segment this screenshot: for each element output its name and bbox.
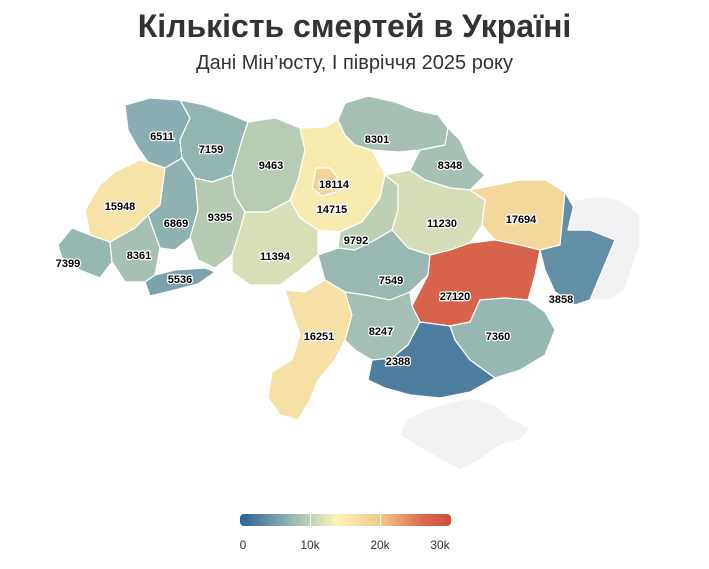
region-value-chernihiv: 8301 — [365, 134, 389, 146]
region-value-kyiv-oblast: 14715 — [317, 204, 348, 216]
region-value-ternopil: 6869 — [164, 218, 188, 230]
color-scale-bar — [240, 514, 451, 526]
region-value-odesa: 16251 — [304, 331, 335, 343]
region-value-kherson: 2388 — [386, 356, 410, 368]
legend-tick-label: 10k — [300, 538, 320, 552]
region-crimea[interactable] — [399, 397, 531, 471]
region-value-poltava: 11230 — [427, 218, 457, 230]
map-subtitle: Дані Мін’юсту, І півріччя 2025 року — [196, 52, 513, 74]
region-kherson[interactable] — [367, 321, 496, 399]
region-value-lviv: 15948 — [105, 201, 136, 213]
legend-tick-label: 30k — [430, 538, 450, 552]
region-value-ivano-frankivsk: 8361 — [127, 250, 151, 262]
region-value-zakarpattia: 7399 — [56, 258, 80, 270]
region-kyiv-city[interactable] — [311, 167, 339, 197]
region-value-kirovohrad: 7549 — [379, 275, 403, 287]
region-value-rivne: 7159 — [199, 144, 223, 156]
region-value-khmelnytskyi: 9395 — [208, 212, 232, 224]
region-chernihiv[interactable] — [337, 95, 449, 153]
region-chernivtsi[interactable] — [144, 267, 216, 297]
region-value-mykolaiv: 8247 — [369, 326, 393, 338]
region-value-kharkiv: 17694 — [506, 214, 537, 226]
region-value-chernivtsi: 5536 — [168, 274, 192, 286]
region-donetsk[interactable] — [567, 195, 641, 301]
map-title: Кількість смертей в Україні — [137, 8, 572, 44]
legend-tick-label: 20k — [370, 538, 390, 552]
legend-tick-line — [380, 514, 381, 526]
legend-tick-label: 0 — [239, 538, 247, 552]
region-value-volyn: 6511 — [150, 131, 174, 143]
region-value-luhansk: 3858 — [549, 294, 573, 306]
region-value-kyiv-city: 18114 — [319, 179, 350, 191]
legend-tick-line — [310, 514, 311, 526]
region-value-sumy: 8348 — [438, 160, 462, 172]
region-value-zaporizhzhia: 7360 — [486, 331, 510, 343]
region-value-vinnytsia: 11394 — [260, 251, 291, 263]
region-zakarpattia[interactable] — [57, 227, 113, 279]
region-odesa[interactable] — [267, 279, 353, 421]
region-value-zhytomyr: 9463 — [259, 160, 283, 172]
region-ternopil[interactable] — [147, 157, 199, 251]
region-value-cherkasy: 9792 — [344, 235, 368, 247]
region-value-dnipropetrovsk: 27120 — [440, 291, 471, 303]
